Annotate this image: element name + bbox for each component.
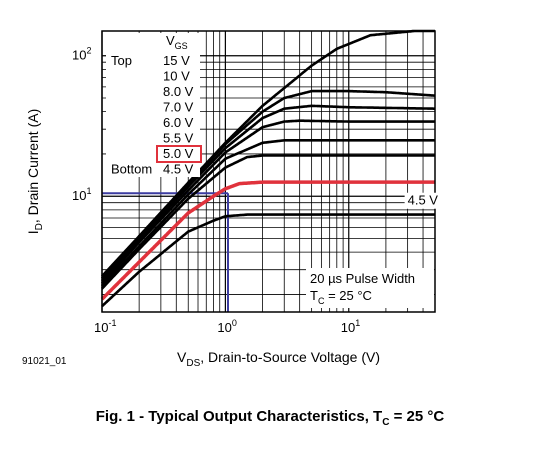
- output-characteristics-chart: VGS Top Bottom 15 V10 V8.0 V7.0 V6.0 V5.…: [22, 29, 442, 369]
- temperature-note: TC = 25 °C: [310, 288, 372, 306]
- x-tick-label: 100: [217, 318, 236, 335]
- legend-entry: 10 V: [163, 69, 190, 84]
- figure-caption: Fig. 1 - Typical Output Characteristics,…: [95, 408, 445, 428]
- series-line-8-0-V: [100, 104, 437, 283]
- x-axis-title: VDS, Drain-to-Source Voltage (V): [177, 349, 380, 369]
- legend-header: VGS: [166, 33, 188, 51]
- tick-labels: 10-1 100 101 101 102: [72, 46, 360, 335]
- series-line-7-0-V: [100, 119, 437, 285]
- curve-label-background: [404, 192, 442, 209]
- guide-lines: [102, 192, 229, 312]
- y-tick-label: 101: [72, 186, 91, 203]
- series-line-6-0-V: [100, 139, 437, 288]
- y-tick-label: 102: [72, 46, 91, 63]
- x-tick-label: 10-1: [94, 318, 116, 335]
- legend-entry: 7.0 V: [163, 100, 194, 115]
- legend-entry: 5.0 V: [163, 146, 194, 161]
- y-axis-title: ID, Drain Current (A): [25, 109, 45, 234]
- pulse-width-note: 20 µs Pulse Width: [310, 271, 415, 286]
- curves: [100, 29, 437, 308]
- curve-label-4-5v: 4.5 V: [408, 193, 439, 208]
- legend-top-label: Top: [111, 53, 132, 68]
- series-line-10-V: [100, 89, 437, 280]
- figure-id: 91021_01: [22, 356, 67, 367]
- series-line-4-5-V: [100, 213, 436, 308]
- legend-highlight-box: [156, 145, 202, 163]
- series-line-5-0-V: [100, 180, 437, 301]
- legend-bottom-label: Bottom: [111, 162, 152, 177]
- series-line-5-5-V: [100, 154, 437, 290]
- x-tick-label: 101: [341, 318, 360, 335]
- legend-entry: 5.5 V: [163, 131, 194, 146]
- legend-entry: 8.0 V: [163, 84, 194, 99]
- note-background: [306, 268, 434, 308]
- legend-background: [106, 33, 200, 177]
- legend-entry: 15 V: [163, 53, 190, 68]
- legend-entry: 4.5 V: [163, 162, 194, 177]
- plot-frame: [101, 30, 436, 313]
- legend: VGS Top Bottom 15 V10 V8.0 V7.0 V6.0 V5.…: [106, 33, 202, 177]
- legend-entry: 6.0 V: [163, 115, 194, 130]
